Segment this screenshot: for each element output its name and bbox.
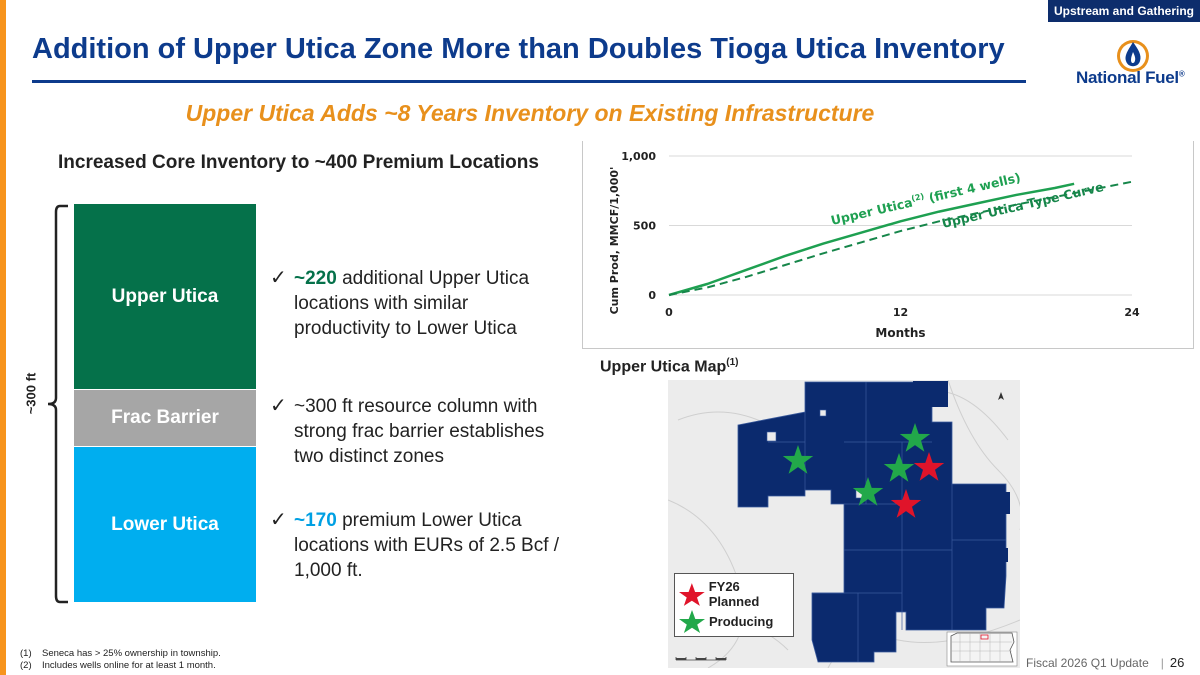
subtitle: Upper Utica Adds ~8 Years Inventory on E… [185,100,875,126]
accent-stripe [0,0,6,675]
bullet-resource-column: ✓ ~300 ft resource column with strong fr… [270,395,545,467]
column-bracket-icon [47,204,68,604]
footnote-2: (2) Includes wells online for at least 1 … [20,660,216,671]
production-chart: 1,000 500 00 12 24 Months Cum Prod, MMCF/1,000… [608,150,1140,340]
series-line-type-curve [668,180,1133,296]
y-axis-label: Cum Prod, MMCF/1,000' [608,167,621,315]
section-tag: Upstream and Gathering [1048,0,1200,22]
flame-logo-icon [1117,40,1149,72]
planned-star-icon [679,583,705,606]
zone-lower-utica: Lower Utica [74,447,256,602]
state-inset-map [946,631,1018,667]
check-icon: ✓ [270,395,287,417]
zone-upper-utica: Upper Utica [74,204,256,389]
page-number: 26 [1169,655,1185,670]
title-divider [32,80,1026,83]
check-icon: ✓ [270,267,287,289]
north-arrow-icon [998,392,1004,400]
inventory-heading: Increased Core Inventory to ~400 Premium… [58,152,539,173]
map-title: Upper Utica Map(1) [600,357,739,376]
legend-planned: FY26 Planned [679,579,793,609]
y-tick-label: 0 [648,289,656,302]
x-tick-label: 0 [665,306,673,319]
producing-star-icon [782,423,931,506]
bullet-upper-utica: ✓ ~220 additional Upper Utica locations … [270,267,530,339]
zone-frac-barrier: Frac Barrier [74,390,256,446]
bullet-lower-utica: ✓ ~170 premium Lower Utica locations wit… [270,509,560,581]
series-line-upper-utica [668,182,1075,297]
logo-wordmark: National Fuel® [1076,68,1185,87]
utica-map [668,380,1020,668]
map-legend: FY26 Planned Producing [674,573,794,637]
x-axis-label: Months [875,326,925,340]
check-icon: ✓ [270,509,287,531]
producing-star-icon [679,610,705,633]
y-tick-label: 1,000 [621,150,656,163]
footer: Fiscal 2026 Q1 Update | 26 [1026,655,1185,670]
y-tick-label: 500 [633,220,656,233]
x-tick-label: 24 [1124,306,1140,319]
column-height-label: ~300 ft [23,372,39,415]
page-title: Addition of Upper Utica Zone More than D… [32,33,1005,65]
chart-panel [582,141,1194,349]
planned-star-icon [890,452,945,518]
footnote-1: (1) Seneca has > 25% ownership in townshi… [20,648,221,659]
x-tick-label: 12 [893,306,908,319]
legend-producing: Producing [679,609,773,633]
footnotes: (1) Seneca has > 25% ownership in townshi… [20,648,221,672]
